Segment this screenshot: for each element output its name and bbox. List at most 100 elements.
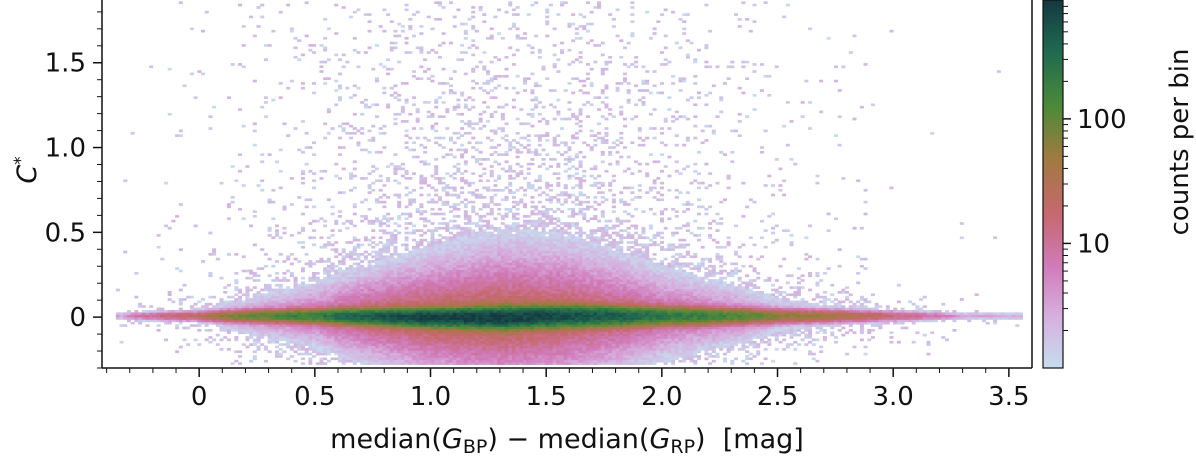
heatmap-cell bbox=[393, 264, 398, 268]
heatmap-cell bbox=[252, 129, 257, 133]
heatmap-cell bbox=[341, 326, 346, 330]
heatmap-cell bbox=[437, 340, 442, 344]
heatmap-cell bbox=[500, 326, 505, 330]
heatmap-cell bbox=[293, 345, 298, 349]
heatmap-cell bbox=[493, 276, 498, 280]
heatmap-cell bbox=[167, 317, 172, 320]
heatmap-cell bbox=[445, 184, 450, 187]
heatmap-cell bbox=[349, 333, 354, 337]
heatmap-cell bbox=[286, 3, 291, 7]
heatmap-cell bbox=[486, 343, 491, 346]
heatmap-cell bbox=[374, 317, 379, 320]
heatmap-cell bbox=[486, 205, 491, 209]
heatmap-cell bbox=[241, 25, 246, 28]
heatmap-cell bbox=[497, 231, 502, 235]
heatmap-cell bbox=[389, 286, 394, 289]
heatmap-cell bbox=[197, 312, 202, 316]
heatmap-cell bbox=[412, 262, 416, 266]
heatmap-cell bbox=[245, 319, 250, 323]
heatmap-cell bbox=[286, 255, 291, 259]
heatmap-cell bbox=[367, 314, 372, 318]
heatmap-cell bbox=[408, 359, 413, 363]
heatmap-cell bbox=[393, 91, 398, 95]
heatmap-cell bbox=[278, 82, 283, 85]
heatmap-cell bbox=[467, 243, 472, 247]
heatmap-cell bbox=[193, 319, 198, 323]
heatmap-cell bbox=[378, 355, 383, 358]
heatmap-cell bbox=[434, 245, 439, 249]
heatmap-cell bbox=[467, 257, 472, 261]
heatmap-cell bbox=[489, 295, 494, 299]
heatmap-cell bbox=[193, 96, 198, 99]
heatmap-cell bbox=[482, 343, 487, 346]
heatmap-cell bbox=[449, 276, 454, 280]
heatmap-cell bbox=[423, 317, 428, 320]
heatmap-cell bbox=[389, 300, 394, 304]
heatmap-cell bbox=[441, 269, 446, 273]
heatmap-cell bbox=[415, 343, 420, 346]
heatmap-cell bbox=[467, 260, 472, 263]
heatmap-cell bbox=[415, 352, 420, 356]
heatmap-cell bbox=[389, 347, 394, 351]
heatmap-cell bbox=[323, 267, 328, 270]
heatmap-cell bbox=[456, 274, 461, 278]
heatmap-cell bbox=[260, 105, 265, 109]
heatmap-cell bbox=[504, 283, 509, 287]
heatmap-cell bbox=[449, 324, 454, 327]
heatmap-cell bbox=[471, 205, 476, 209]
heatmap-cell bbox=[419, 46, 424, 50]
heatmap-cell bbox=[412, 248, 416, 251]
heatmap-cell bbox=[334, 350, 339, 354]
heatmap-cell bbox=[278, 236, 283, 240]
heatmap-cell bbox=[445, 245, 450, 249]
heatmap-cell bbox=[489, 250, 494, 254]
heatmap-cell bbox=[252, 355, 257, 358]
heatmap-cell bbox=[371, 302, 376, 306]
heatmap-cell bbox=[523, 359, 528, 363]
heatmap-cell bbox=[267, 310, 272, 313]
heatmap-cell bbox=[497, 276, 502, 280]
heatmap-cell bbox=[415, 357, 420, 361]
heatmap-cell bbox=[486, 120, 491, 123]
heatmap-cell bbox=[412, 333, 416, 337]
heatmap-cell bbox=[452, 331, 457, 335]
heatmap-cell bbox=[523, 350, 528, 354]
heatmap-cell bbox=[482, 288, 487, 292]
heatmap-cell bbox=[397, 167, 402, 171]
heatmap-cell bbox=[456, 112, 461, 116]
heatmap-cell bbox=[526, 236, 531, 240]
heatmap-cell bbox=[504, 122, 509, 126]
heatmap-cell bbox=[430, 274, 435, 278]
heatmap-cell bbox=[367, 264, 372, 268]
heatmap-cell bbox=[441, 317, 446, 320]
heatmap-cell bbox=[219, 310, 224, 313]
heatmap-cell bbox=[356, 283, 361, 287]
heatmap-cell bbox=[345, 317, 350, 320]
heatmap-cell bbox=[419, 267, 424, 270]
heatmap-cell bbox=[386, 324, 391, 327]
heatmap-cell bbox=[330, 357, 335, 361]
heatmap-cell bbox=[382, 29, 387, 33]
heatmap-cell bbox=[452, 274, 457, 278]
heatmap-cell bbox=[349, 350, 354, 354]
heatmap-cell bbox=[482, 286, 487, 289]
heatmap-cell bbox=[267, 333, 272, 337]
heatmap-cell bbox=[408, 279, 413, 282]
heatmap-cell bbox=[374, 352, 379, 356]
heatmap-cell bbox=[456, 321, 461, 325]
heatmap-cell bbox=[275, 160, 280, 164]
heatmap-cell bbox=[489, 272, 494, 275]
heatmap-cell bbox=[300, 310, 305, 313]
heatmap-cell bbox=[497, 269, 502, 273]
heatmap-cell bbox=[323, 324, 328, 327]
heatmap-cell bbox=[352, 93, 357, 97]
heatmap-cell bbox=[467, 245, 472, 249]
heatmap-cell bbox=[219, 276, 224, 280]
heatmap-cell bbox=[482, 307, 487, 311]
heatmap-cell bbox=[467, 300, 472, 304]
heatmap-cell bbox=[489, 234, 494, 237]
heatmap-cell bbox=[371, 352, 376, 356]
heatmap-cell bbox=[478, 219, 483, 223]
heatmap-cell bbox=[393, 172, 398, 175]
heatmap-cell bbox=[449, 321, 454, 325]
